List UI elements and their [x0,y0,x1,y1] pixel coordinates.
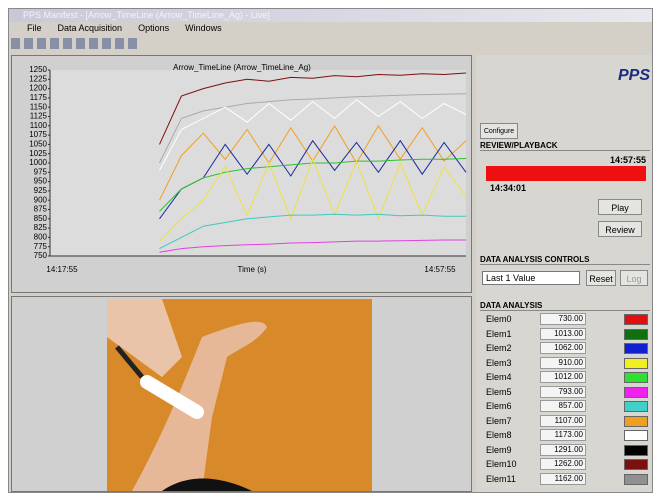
menu-item[interactable]: Data Acquisition [57,23,123,33]
row-name: Elem4 [486,372,512,382]
row-name: Elem11 [486,473,516,484]
start-time: 14:34:01 [490,183,527,193]
y-tick-label: 1150 [30,102,48,111]
row-value: 910.00 [540,356,586,369]
y-tick-label: 750 [34,251,48,260]
y-tick-label: 1125 [30,112,48,121]
row-value: 1012.00 [540,371,586,383]
row-name: Elem0 [486,314,512,324]
x-axis-label: Time (s) [237,265,266,274]
color-swatch [624,343,648,354]
y-tick-label: 900 [34,195,48,204]
x-end-label: 14:57:55 [424,265,456,274]
toolbar [11,36,161,52]
row-name: Elem6 [486,401,512,411]
series-line [159,139,467,220]
section-header: DATA ANALYSIS [480,301,650,311]
play-button[interactable]: Play [598,199,642,215]
color-swatch [624,415,648,427]
row-value: 1062.00 [540,342,586,354]
row-value: 1262.00 [540,458,586,470]
app-window: PPS Manifest - [Arrow_TimeLine (Arrow_Ti… [8,8,653,493]
section-header: DATA ANALYSIS CONTROLS [480,255,650,265]
row-value: 1013.00 [540,327,586,340]
series-line [159,72,467,145]
series-line [159,157,467,242]
row-name: Elem1 [486,328,512,339]
y-tick-label: 1225 [29,74,47,83]
series-line [159,213,466,250]
log-button[interactable]: Log [620,270,648,286]
color-swatch [624,401,648,412]
y-tick-label: 775 [34,242,48,251]
series-line [159,124,467,201]
reset-button[interactable]: Reset [586,270,616,286]
row-name: Elem5 [486,386,512,397]
color-swatch [624,328,648,340]
series-line [159,99,467,171]
row-value: 1173.00 [540,429,586,441]
color-swatch [624,386,648,398]
series-line [159,158,467,212]
end-time: 14:57:55 [609,155,646,165]
color-swatch [624,444,648,456]
row-value: 1291.00 [540,443,586,456]
series-line [159,93,467,164]
video-frame [107,299,372,493]
series-line [159,239,466,253]
color-swatch [624,314,648,325]
row-value: 1162.00 [540,472,586,485]
chart: Arrow_TimeLine (Arrow_TimeLine_Ag) 14:17… [29,63,467,274]
logo: PPS [617,67,650,84]
title-bar: PPS Manifest - [Arrow_TimeLine (Arrow_Ti… [9,9,652,22]
y-tick-label: 950 [34,177,48,186]
color-swatch [624,357,648,369]
review-button[interactable]: Review [598,221,642,237]
y-tick-label: 1025 [29,149,47,158]
menu-item[interactable]: Windows [185,23,222,33]
y-tick-label: 975 [34,167,48,176]
y-tick-label: 825 [34,223,48,232]
color-swatch [624,473,648,485]
row-value: 1107.00 [540,414,586,427]
row-value: 857.00 [540,400,586,412]
color-swatch [624,372,648,383]
color-swatch [624,459,648,470]
color-swatch [624,430,648,441]
menu-bar: File Data Acquisition Options Windows [9,23,652,34]
row-name: Elem10 [486,459,517,469]
side-panel: PPS Configure REVIEW/PLAYBACK 14:57:55 1… [476,55,652,492]
y-tick-label: 1050 [29,140,47,149]
chart-panel: Arrow_TimeLine (Arrow_TimeLine_Ag) 14:17… [11,55,472,293]
row-value: 730.00 [540,313,586,325]
mode-dropdown[interactable]: Last 1 Value [482,271,580,285]
section-header: REVIEW/PLAYBACK [480,141,650,151]
y-tick-label: 850 [34,214,48,223]
row-name: Elem3 [486,357,512,368]
row-value: 793.00 [540,385,586,398]
y-tick-label: 1100 [30,121,48,130]
configure-button[interactable]: Configure [480,123,518,139]
y-tick-label: 1000 [29,158,47,167]
menu-item[interactable]: File [27,23,42,33]
row-name: Elem7 [486,415,512,426]
y-tick-label: 1250 [29,65,47,74]
y-tick-label: 925 [34,186,48,195]
y-tick-label: 875 [34,205,48,214]
y-tick-label: 1200 [29,84,47,93]
chart-title: Arrow_TimeLine (Arrow_TimeLine_Ag) [173,63,311,72]
row-name: Elem2 [486,343,512,353]
y-tick-label: 800 [34,233,48,242]
window-title: PPS Manifest - [Arrow_TimeLine (Arrow_Ti… [23,10,270,20]
menu-item[interactable]: Options [138,23,170,33]
y-tick-label: 1175 [30,93,48,102]
row-name: Elem9 [486,444,512,455]
y-tick-label: 1075 [29,130,47,139]
plot-area [50,70,466,256]
row-name: Elem8 [486,430,512,440]
video-panel [11,296,472,493]
progress-bar [486,166,646,181]
x-start-label: 14:17:55 [46,265,78,274]
